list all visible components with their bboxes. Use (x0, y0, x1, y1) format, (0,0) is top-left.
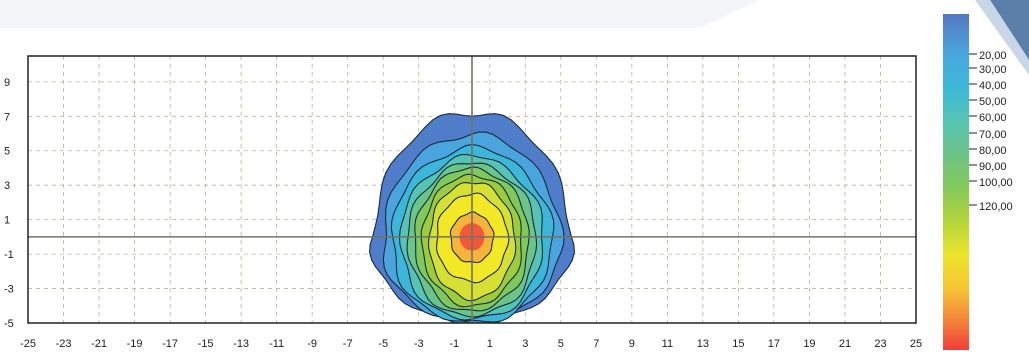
color-legend: 20,00 30,00 40,00 50,00 60,00 70,00 80,00 90,00… (943, 14, 1013, 350)
x-tick-label: -1 (449, 338, 459, 350)
x-tick-label: -11 (269, 338, 284, 350)
x-tick-label: -17 (162, 338, 178, 350)
x-tick-label: 5 (558, 338, 564, 350)
y-tick-label: 1 (4, 215, 10, 227)
legend-label: 50,00 (979, 96, 1007, 108)
plot-area (27, 55, 917, 324)
x-tick-label: -9 (307, 338, 317, 350)
legend-label: 60,00 (979, 112, 1007, 124)
legend-label: 30,00 (979, 64, 1007, 76)
x-tick-label: -7 (343, 338, 353, 350)
x-tick-label: 15 (732, 338, 744, 350)
y-tick-label: 7 (4, 111, 10, 123)
legend-label: 90,00 (979, 161, 1007, 173)
legend-color-bar (943, 14, 969, 350)
x-tick-label: -25 (20, 338, 36, 350)
x-tick-label: -15 (198, 338, 214, 350)
y-tick-label: 9 (4, 77, 10, 89)
x-tick-label: 25 (910, 338, 922, 350)
y-tick-label: 5 (4, 146, 10, 158)
background-sheen (0, 0, 760, 28)
x-tick-label: 1 (487, 338, 493, 350)
x-tick-label: 3 (522, 338, 528, 350)
legend-label: 70,00 (979, 129, 1007, 141)
legend-label: 20,00 (979, 50, 1007, 62)
x-tick-label: 9 (629, 338, 635, 350)
x-axis-ticks: -25 -23 -21 -19 -17 -15 -13 -11 -9 -7 -5 -3 -1 1 3 5 7 9 1… (20, 338, 922, 350)
plot-frame (27, 55, 917, 324)
legend-label: 120,00 (979, 201, 1013, 213)
y-tick-label: -3 (4, 284, 14, 296)
x-tick-label: -5 (378, 338, 388, 350)
legend-label: 100,00 (979, 177, 1013, 189)
x-tick-label: -3 (414, 338, 424, 350)
y-tick-label: -1 (4, 249, 14, 261)
crosshair (28, 56, 916, 323)
x-tick-label: 17 (768, 338, 780, 350)
corner-decoration-light (975, 0, 1029, 75)
legend-label: 80,00 (979, 145, 1007, 157)
x-tick-label: 11 (662, 338, 673, 350)
x-tick-label: -13 (233, 338, 249, 350)
x-tick-label: 19 (803, 338, 815, 350)
x-tick-label: -19 (127, 338, 143, 350)
legend-label: 40,00 (979, 80, 1007, 92)
y-tick-label: 3 (4, 180, 10, 192)
x-tick-label: 7 (593, 338, 599, 350)
x-tick-label: -21 (91, 338, 107, 350)
y-axis-ticks: 9 7 5 3 1 -1 -3 -5 (4, 77, 14, 330)
x-tick-label: -23 (56, 338, 72, 350)
x-tick-label: 13 (697, 338, 709, 350)
legend-labels: 20,00 30,00 40,00 50,00 60,00 70,00 80,00 90,00… (969, 50, 1013, 213)
x-tick-label: 21 (839, 338, 851, 350)
y-tick-label: -5 (4, 318, 14, 330)
x-tick-label: 23 (874, 338, 886, 350)
